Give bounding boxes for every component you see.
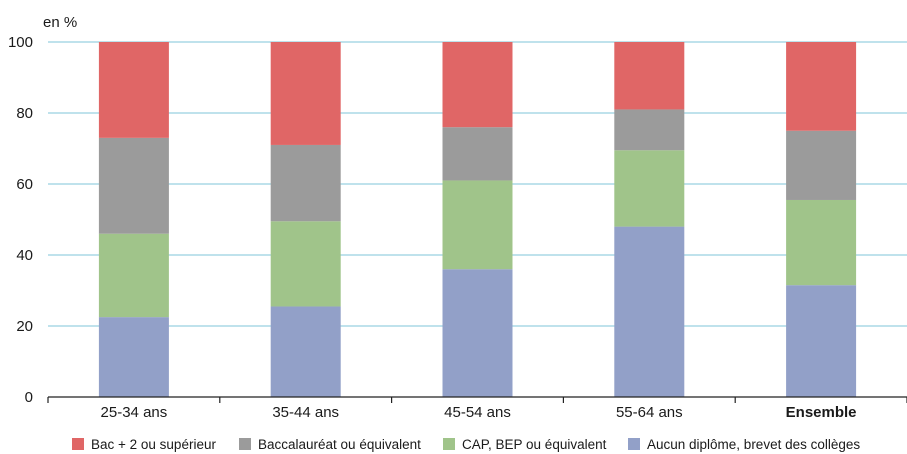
- x-category-label: 25-34 ans: [101, 404, 168, 421]
- bar-segment: [786, 285, 857, 397]
- legend-swatch: [72, 438, 84, 450]
- bar-segment: [270, 42, 341, 145]
- y-tick-label: 60: [16, 176, 33, 193]
- legend-swatch: [628, 438, 640, 450]
- bar-segment: [442, 269, 513, 397]
- legend-swatch: [443, 438, 455, 450]
- x-category-label: 35-44 ans: [272, 404, 339, 421]
- y-tick-label: 20: [16, 318, 33, 335]
- bar-segment: [442, 127, 513, 181]
- bar-segment: [270, 144, 341, 222]
- legend: Bac + 2 ou supérieur Baccalauréat ou équi…: [72, 437, 860, 452]
- bar-segment: [270, 306, 341, 397]
- y-tick-label: 0: [25, 389, 33, 406]
- y-axis-ticks: 0 20 40 60 80 100: [8, 34, 33, 406]
- legend-label: Baccalauréat ou équivalent: [258, 437, 421, 452]
- x-axis-ticks: 25-34 ans 35-44 ans 45-54 ans 55-64 ans Ense…: [47, 397, 907, 421]
- bar-segment: [614, 109, 685, 151]
- bar-segment: [98, 137, 169, 234]
- bars: [98, 42, 857, 397]
- legend-label: CAP, BEP ou équivalent: [462, 437, 607, 452]
- bar-segment: [442, 180, 513, 270]
- bar-segment: [614, 42, 685, 110]
- y-tick-label: 80: [16, 105, 33, 122]
- bar-segment: [270, 221, 341, 307]
- y-tick-label: 40: [16, 247, 33, 264]
- legend-label: Aucun diplôme, brevet des collèges: [647, 437, 860, 452]
- bar-segment: [442, 42, 513, 128]
- legend-swatch: [239, 438, 251, 450]
- bar-segment: [786, 42, 857, 131]
- bar-segment: [614, 226, 685, 397]
- bar-segment: [614, 150, 685, 227]
- y-unit-label: en %: [43, 14, 77, 31]
- bar-segment: [786, 199, 857, 286]
- legend-label: Bac + 2 ou supérieur: [91, 437, 216, 452]
- bar-segment: [98, 233, 169, 318]
- y-tick-label: 100: [8, 34, 33, 51]
- bar-segment: [98, 317, 169, 397]
- x-category-label: 45-54 ans: [444, 404, 511, 421]
- bar-segment: [98, 42, 169, 138]
- bar-segment: [786, 130, 857, 200]
- x-category-label: Ensemble: [786, 404, 857, 421]
- x-category-label: 55-64 ans: [616, 404, 683, 421]
